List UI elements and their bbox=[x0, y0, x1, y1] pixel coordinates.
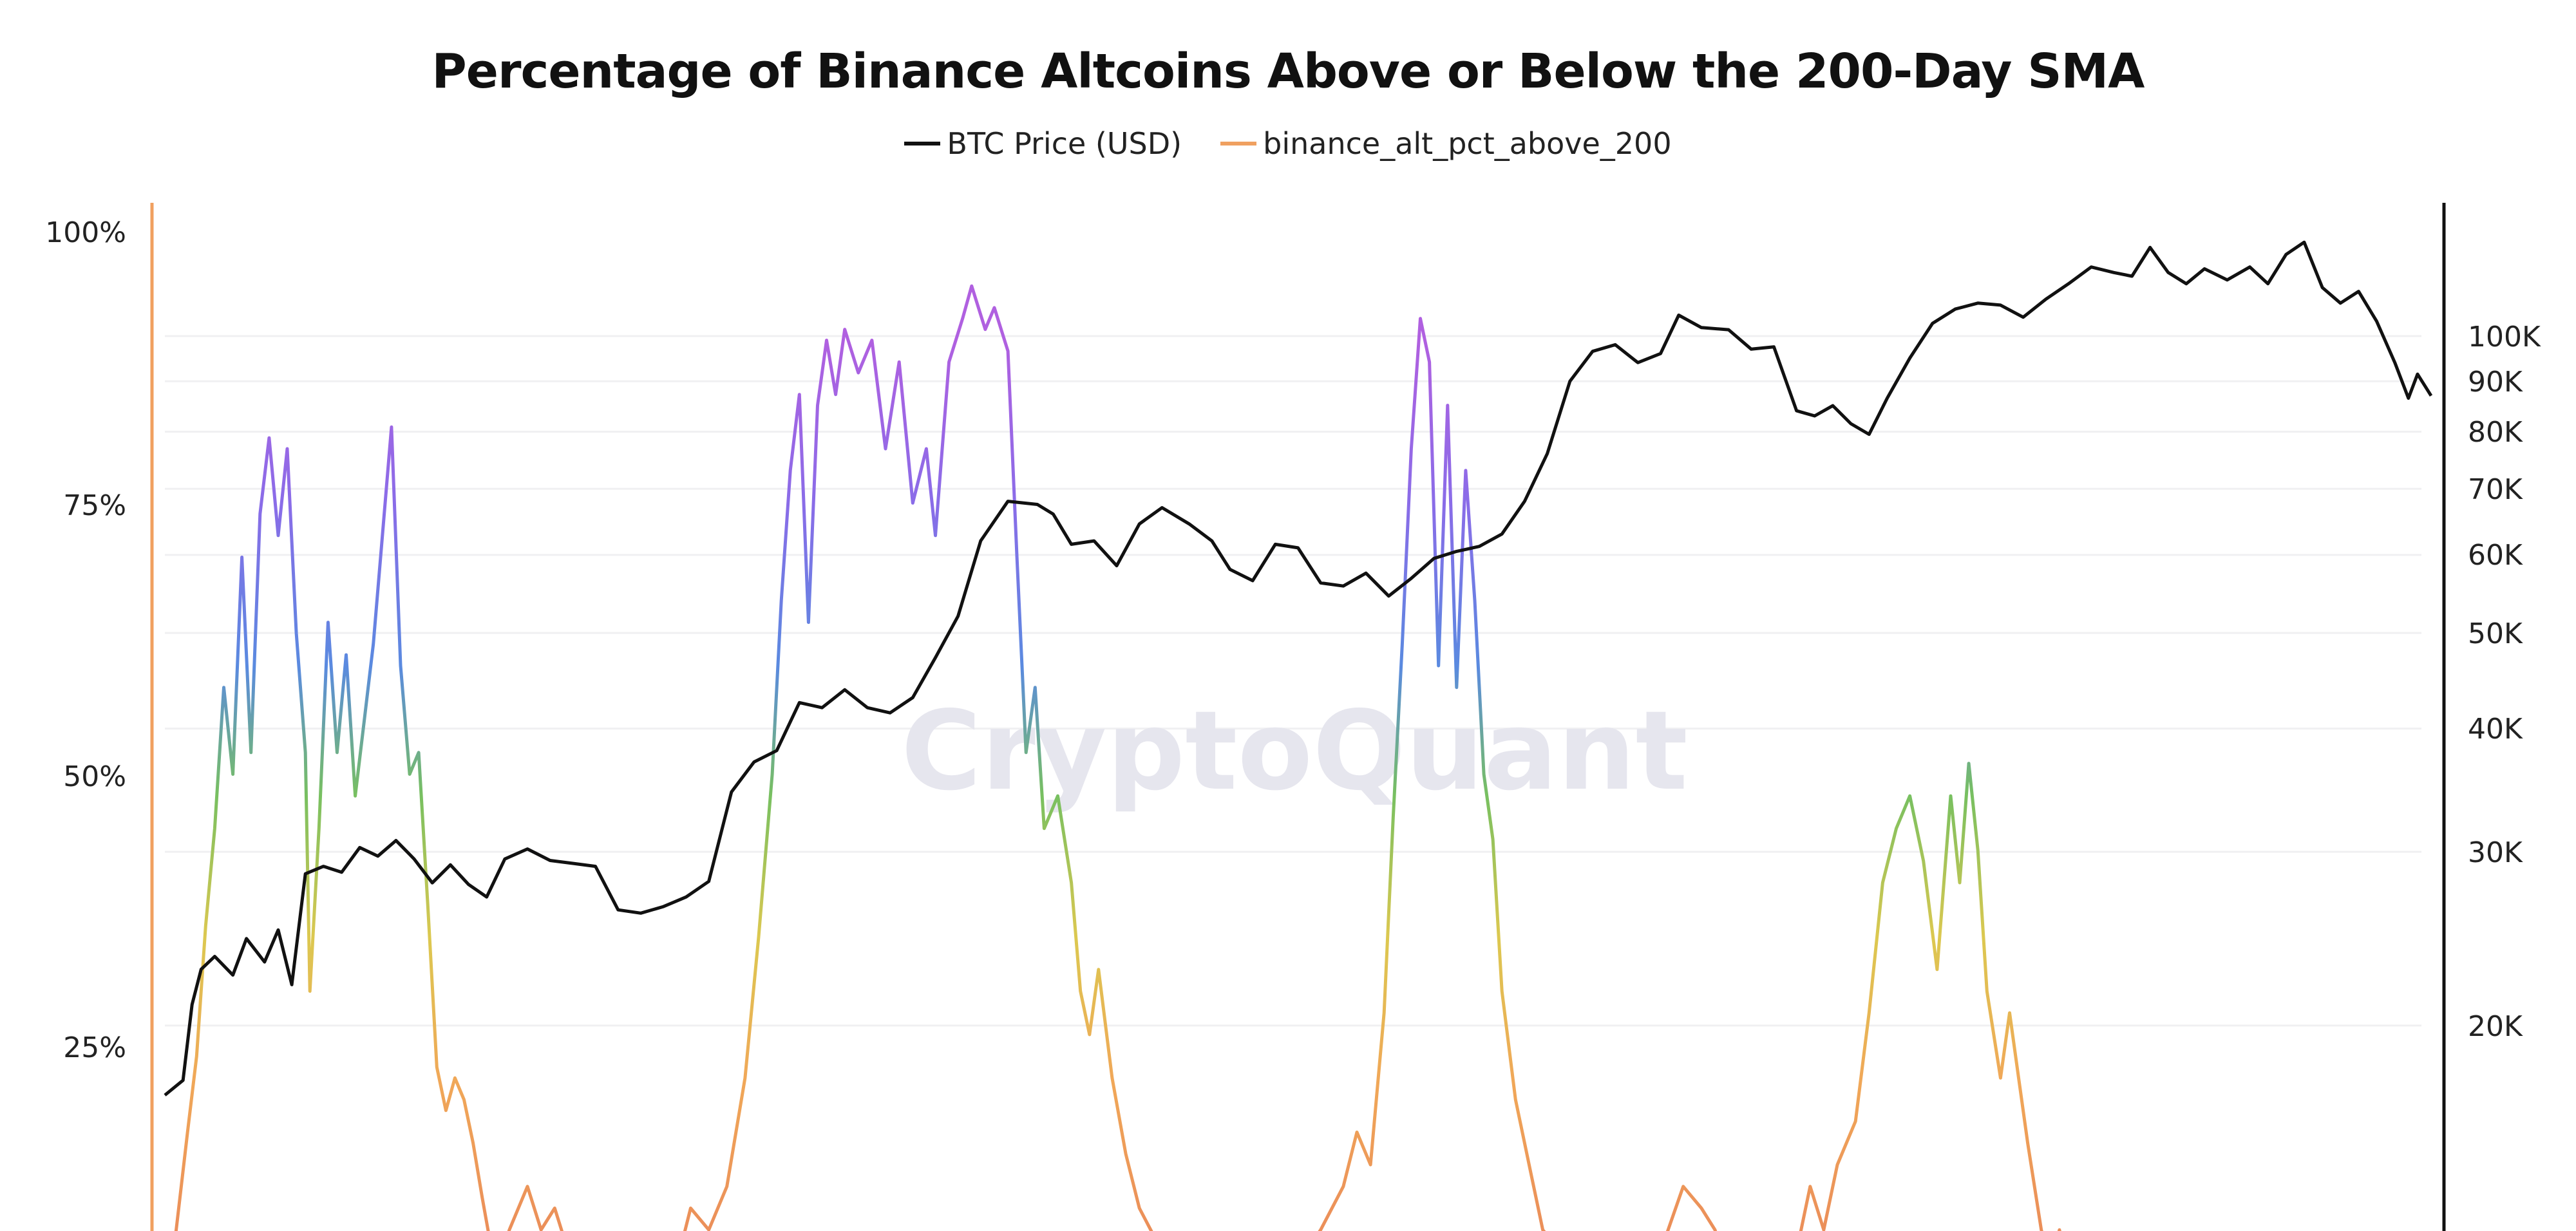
grid-lines bbox=[165, 335, 2421, 1027]
right-tick-50k: 50K bbox=[2468, 617, 2523, 650]
series-btc-price-line bbox=[164, 240, 2433, 1096]
right-tick-60k: 60K bbox=[2468, 539, 2523, 572]
chart-legend: BTC Price (USD) binance_alt_pct_above_20… bbox=[0, 126, 2576, 161]
chart-title: Percentage of Binance Altcoins Above or … bbox=[431, 44, 2145, 99]
watermark: CryptoQuant bbox=[901, 688, 1688, 815]
left-tick-50: 50% bbox=[63, 760, 126, 793]
left-tick-100: 100% bbox=[45, 216, 126, 249]
right-tick-100k: 100K bbox=[2468, 321, 2541, 353]
legend-swatch-btc-icon bbox=[904, 142, 941, 146]
right-tick-80k: 80K bbox=[2468, 416, 2523, 449]
legend-item-alt-pct[interactable]: binance_alt_pct_above_200 bbox=[1220, 126, 1672, 161]
left-tick-75: 75% bbox=[63, 489, 126, 522]
right-tick-20k: 20K bbox=[2468, 1010, 2523, 1043]
legend-label-btc-price: BTC Price (USD) bbox=[947, 126, 1182, 161]
legend-swatch-alt-pct-icon bbox=[1220, 142, 1257, 146]
series-alt-pct-line bbox=[174, 284, 2061, 1231]
left-axis: 100% 75% 50% 25% bbox=[45, 203, 154, 1231]
right-tick-30k: 30K bbox=[2468, 836, 2523, 869]
right-tick-40k: 40K bbox=[2468, 713, 2523, 746]
left-tick-25: 25% bbox=[63, 1031, 126, 1064]
legend-item-btc-price[interactable]: BTC Price (USD) bbox=[904, 126, 1182, 161]
legend-label-alt-pct: binance_alt_pct_above_200 bbox=[1263, 126, 1672, 161]
right-tick-90k: 90K bbox=[2468, 366, 2523, 399]
right-axis: 100K 90K 80K 70K 60K 50K 40K 30K 20K bbox=[2442, 203, 2541, 1231]
right-tick-70k: 70K bbox=[2468, 473, 2523, 506]
